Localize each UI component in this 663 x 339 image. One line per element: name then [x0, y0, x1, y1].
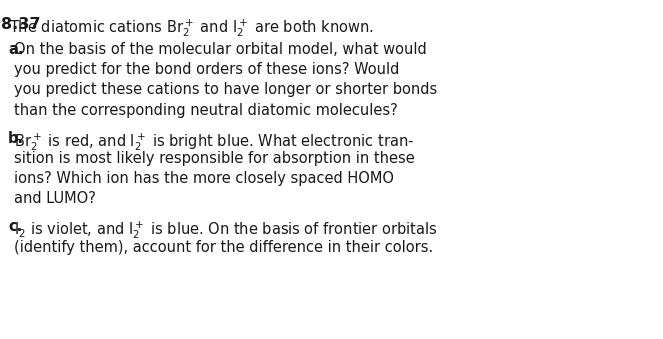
Text: b.: b. — [8, 131, 25, 146]
Text: a.: a. — [8, 42, 24, 57]
Text: c.: c. — [8, 219, 23, 234]
Text: $\mathrm{Br_2^+}$ is red, and $\mathrm{I_2^+}$ is bright blue. What electronic t: $\mathrm{Br_2^+}$ is red, and $\mathrm{I… — [13, 131, 414, 153]
Text: On the basis of the molecular orbital model, what would: On the basis of the molecular orbital mo… — [13, 42, 426, 57]
Text: and LUMO?: and LUMO? — [13, 191, 95, 206]
Text: than the corresponding neutral diatomic molecules?: than the corresponding neutral diatomic … — [13, 103, 397, 118]
Text: ions? Which ion has the more closely spaced HOMO: ions? Which ion has the more closely spa… — [13, 171, 394, 186]
Text: The diatomic cations $\mathrm{Br_2^+}$ and $\mathrm{I_2^+}$ are both known.: The diatomic cations $\mathrm{Br_2^+}$ a… — [9, 17, 374, 39]
Text: $\mathrm{I_2}$ is violet, and $\mathrm{I_2^+}$ is blue. On the basis of frontier: $\mathrm{I_2}$ is violet, and $\mathrm{I… — [13, 219, 437, 241]
Text: sition is most likely responsible for absorption in these: sition is most likely responsible for ab… — [13, 151, 414, 166]
Text: 8.37: 8.37 — [1, 17, 40, 32]
Text: (identify them), account for the difference in their colors.: (identify them), account for the differe… — [13, 240, 433, 255]
Text: you predict these cations to have longer or shorter bonds: you predict these cations to have longer… — [13, 82, 437, 97]
Text: you predict for the bond orders of these ions? Would: you predict for the bond orders of these… — [13, 62, 399, 77]
